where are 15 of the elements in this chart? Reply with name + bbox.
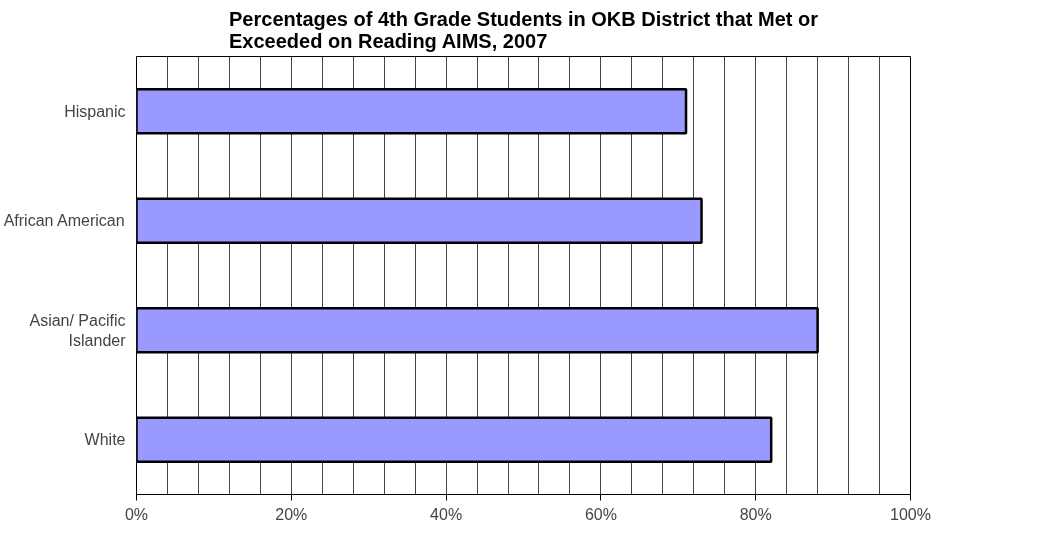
bar	[136, 88, 688, 135]
x-tick-label: 20%	[275, 505, 308, 523]
y-tick-label: African American	[3, 212, 125, 230]
x-tick-label: 0%	[124, 505, 149, 523]
chart-title: Percentages of 4th Grade Students in OKB District that Met or Exceeded on Reading AIMS, 2007	[229, 7, 819, 52]
bar	[136, 416, 773, 463]
y-tick-label: White	[84, 431, 126, 449]
y-tick-label: Asian/ Pacific Islander	[29, 311, 127, 349]
bar	[136, 197, 703, 244]
x-tick-label: 60%	[584, 505, 617, 523]
x-tick-label: 40%	[430, 505, 463, 523]
bar	[136, 307, 819, 354]
x-tick-label: 80%	[739, 505, 772, 523]
y-tick-label: Hispanic	[64, 102, 126, 120]
x-tick-label: 100%	[890, 505, 931, 523]
